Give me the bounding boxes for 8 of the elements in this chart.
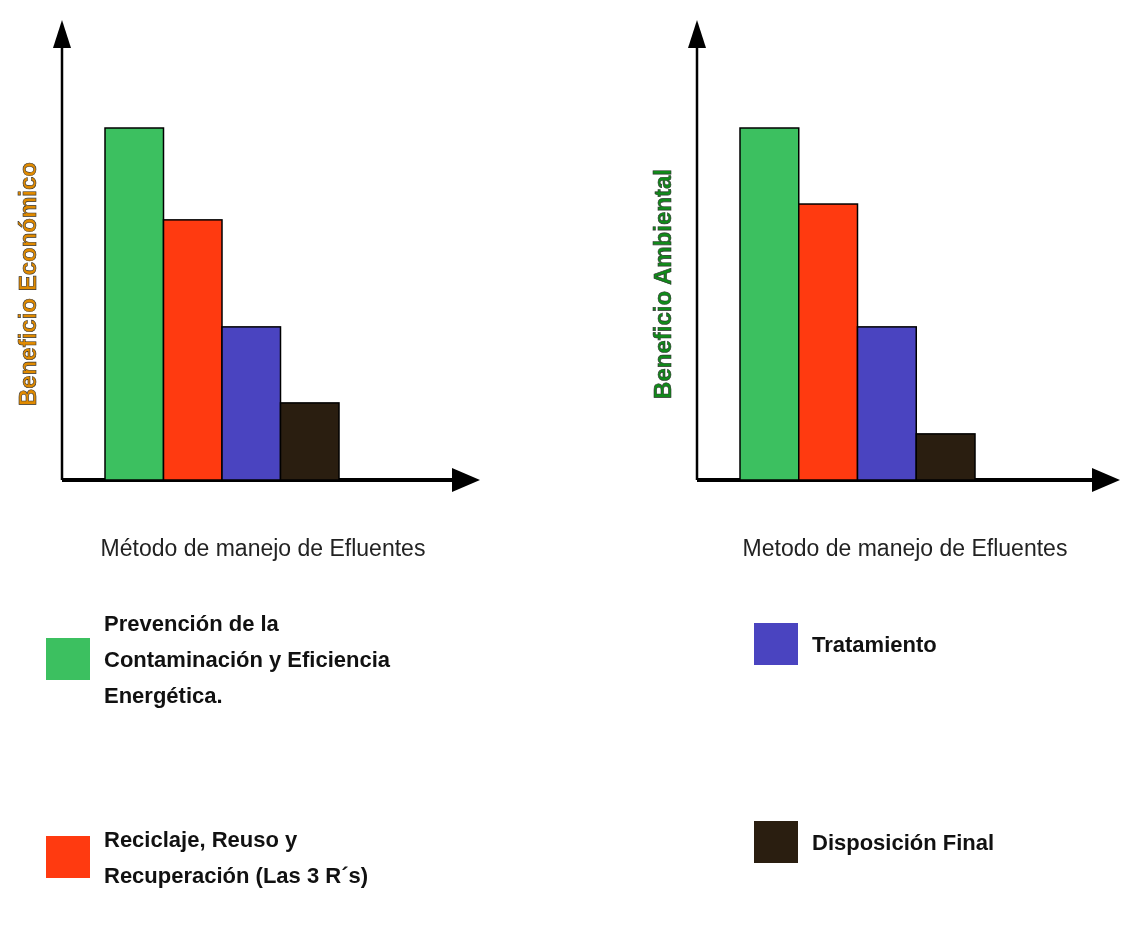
legend-label: Reciclaje, Reuso y Recuperación (Las 3 R´s) xyxy=(104,827,369,888)
legend-label: Tratamiento xyxy=(812,632,937,657)
legend-label: Disposición Final xyxy=(812,830,995,855)
x-axis-title: Método de manejo de Efluentes xyxy=(100,535,426,561)
y-axis-title: Beneficio Económico xyxy=(14,161,41,407)
legend-label: Prevención de la Contaminación y Eficiencia Energética. xyxy=(104,611,391,708)
y-axis-title: Beneficio Ambiental xyxy=(649,169,676,399)
x-axis-title: Metodo de manejo de Efluentes xyxy=(742,535,1068,561)
